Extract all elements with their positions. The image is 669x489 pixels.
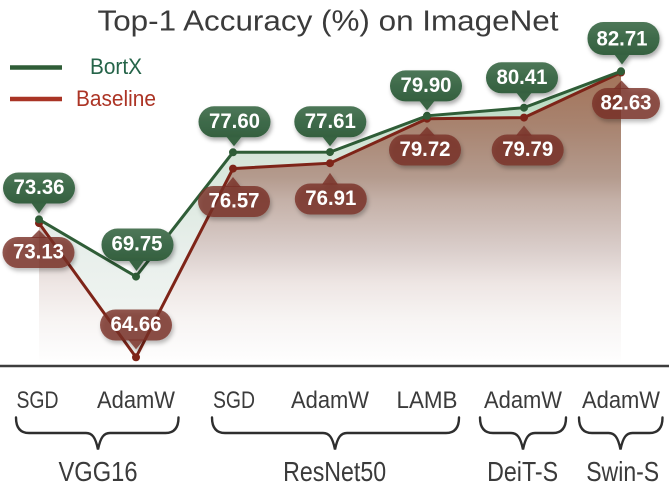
svg-text:69.75: 69.75 xyxy=(112,233,163,256)
svg-text:AdamW: AdamW xyxy=(484,387,562,414)
svg-text:AdamW: AdamW xyxy=(291,387,369,414)
svg-text:ResNet50: ResNet50 xyxy=(283,456,386,487)
svg-text:80.41: 80.41 xyxy=(497,66,548,89)
svg-text:LAMB: LAMB xyxy=(397,387,458,414)
svg-text:VGG16: VGG16 xyxy=(59,456,138,487)
svg-text:SGD: SGD xyxy=(17,387,59,414)
svg-text:64.66: 64.66 xyxy=(111,313,162,336)
svg-text:79.79: 79.79 xyxy=(502,138,553,161)
svg-text:76.91: 76.91 xyxy=(305,187,356,210)
svg-text:82.71: 82.71 xyxy=(597,27,648,50)
svg-text:AdamW: AdamW xyxy=(97,387,175,414)
svg-text:Top-1 Accuracy (%) on ImageNet: Top-1 Accuracy (%) on ImageNet xyxy=(98,6,559,38)
svg-text:77.61: 77.61 xyxy=(305,110,356,133)
svg-text:73.36: 73.36 xyxy=(14,176,65,199)
svg-text:82.63: 82.63 xyxy=(601,92,652,115)
svg-text:77.60: 77.60 xyxy=(209,110,260,133)
svg-text:76.57: 76.57 xyxy=(209,190,260,213)
svg-text:Swin-S: Swin-S xyxy=(586,456,659,487)
svg-text:79.72: 79.72 xyxy=(400,138,451,161)
svg-text:79.90: 79.90 xyxy=(401,74,452,97)
svg-text:SGD: SGD xyxy=(213,387,255,414)
svg-text:DeiT-S: DeiT-S xyxy=(487,456,558,487)
svg-text:Baseline: Baseline xyxy=(76,86,156,111)
svg-text:73.13: 73.13 xyxy=(13,241,64,264)
svg-text:AdamW: AdamW xyxy=(582,387,660,414)
svg-text:BortX: BortX xyxy=(90,54,142,79)
